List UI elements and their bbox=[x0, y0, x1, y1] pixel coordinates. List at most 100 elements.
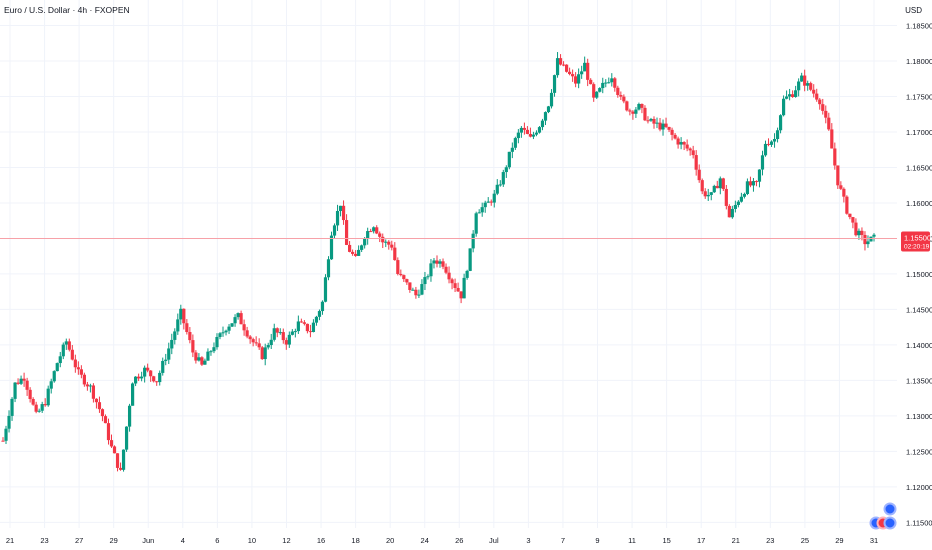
candle-body bbox=[574, 76, 578, 84]
candle-body bbox=[676, 138, 680, 145]
candle-body bbox=[664, 123, 668, 127]
candle-body bbox=[715, 185, 719, 189]
candle-body bbox=[851, 217, 855, 223]
candle-body bbox=[815, 93, 819, 100]
time-tick-label: 16 bbox=[317, 536, 325, 545]
candle-body bbox=[287, 334, 291, 345]
price-tick-label: 1.14000 bbox=[906, 341, 932, 350]
candle-body bbox=[372, 227, 376, 232]
price-axis[interactable]: 1.11500 1.12000 1.12500 1.13000 1.13500 1.140… bbox=[906, 22, 932, 528]
candle-body bbox=[628, 110, 632, 112]
candle-body bbox=[278, 332, 282, 334]
candle-body bbox=[821, 104, 825, 111]
candle-body bbox=[673, 134, 677, 139]
candle-body bbox=[134, 376, 138, 384]
candle-body bbox=[46, 388, 50, 406]
candle-body bbox=[700, 180, 704, 192]
candle-body bbox=[872, 234, 876, 237]
candle-body bbox=[766, 143, 771, 145]
candle-body bbox=[31, 399, 35, 405]
candle-body bbox=[697, 169, 701, 181]
candle-body bbox=[537, 127, 542, 133]
candle-body bbox=[326, 259, 331, 278]
event-markers[interactable] bbox=[869, 502, 897, 530]
candle-body bbox=[221, 332, 225, 334]
candle-body bbox=[739, 196, 743, 202]
candle-body bbox=[781, 98, 786, 116]
candle-body bbox=[525, 129, 530, 134]
candle-body bbox=[185, 323, 189, 333]
candle-body bbox=[561, 64, 566, 66]
candle-body bbox=[85, 384, 89, 387]
candle-body bbox=[408, 282, 412, 290]
candle-body bbox=[191, 340, 195, 353]
time-tick-label: 6 bbox=[215, 536, 219, 545]
candle-body bbox=[239, 313, 243, 325]
candle-body bbox=[625, 101, 629, 111]
candle-body bbox=[149, 370, 153, 377]
candle-body bbox=[679, 142, 683, 145]
candle-body bbox=[188, 332, 192, 341]
candle-body bbox=[109, 440, 114, 447]
candle-body bbox=[806, 83, 810, 86]
candle-body bbox=[694, 155, 698, 170]
candle-body bbox=[212, 347, 216, 352]
price-tick-label: 1.11500 bbox=[906, 518, 932, 527]
candle-body bbox=[589, 79, 593, 85]
candle-body bbox=[483, 202, 487, 208]
event-marker-icon[interactable] bbox=[883, 516, 897, 530]
candle-body bbox=[347, 244, 352, 252]
candle-body bbox=[613, 78, 617, 88]
candle-body bbox=[477, 212, 481, 214]
time-tick-label: 29 bbox=[110, 536, 118, 545]
candle-body bbox=[842, 188, 846, 197]
candle-body bbox=[592, 84, 596, 98]
candle-body bbox=[266, 345, 270, 348]
candle-body bbox=[10, 398, 14, 416]
candle-body bbox=[103, 416, 108, 424]
event-marker-icon[interactable] bbox=[883, 502, 897, 516]
candle-body bbox=[311, 322, 316, 333]
candle-body bbox=[435, 260, 439, 264]
time-tick-label: 24 bbox=[421, 536, 429, 545]
candle-body bbox=[784, 96, 789, 99]
time-tick-label: 21 bbox=[732, 536, 740, 545]
candle-body bbox=[73, 359, 77, 368]
candle-body bbox=[28, 389, 32, 400]
candle-body bbox=[860, 230, 864, 235]
candle-body bbox=[583, 62, 587, 72]
time-axis[interactable]: 21 23 27 29 Jun 4 6 10 12 16 18 20 24 26 Jul 3 7 9 11 15 17 2… bbox=[6, 536, 878, 545]
candle-body bbox=[788, 94, 792, 97]
candle-body bbox=[441, 261, 445, 267]
candle-body bbox=[468, 248, 472, 271]
candle-body bbox=[417, 294, 421, 296]
price-tick-label: 1.16500 bbox=[906, 163, 932, 172]
candle-body bbox=[236, 313, 240, 318]
candle-body bbox=[251, 339, 255, 343]
candle-body bbox=[778, 115, 783, 131]
time-tick-label: 27 bbox=[75, 536, 83, 545]
candle-body bbox=[152, 376, 156, 382]
time-tick-label: 12 bbox=[282, 536, 290, 545]
candle-body bbox=[332, 225, 337, 236]
price-tick-label: 1.15000 bbox=[906, 270, 932, 279]
candle-body bbox=[369, 231, 373, 233]
candle-body bbox=[568, 71, 572, 75]
candle-body bbox=[317, 311, 322, 317]
candle-body bbox=[411, 289, 415, 291]
candle-body bbox=[257, 343, 261, 348]
candle-body bbox=[161, 360, 165, 373]
candle-body bbox=[4, 428, 8, 441]
candle-body bbox=[49, 381, 53, 389]
candle-body bbox=[718, 178, 722, 189]
candle-body bbox=[167, 348, 171, 360]
time-tick-label: 11 bbox=[628, 536, 636, 545]
price-tick-label: 1.18000 bbox=[906, 57, 932, 66]
candle-body bbox=[115, 453, 120, 468]
time-tick-label: 23 bbox=[40, 536, 48, 545]
candle-body bbox=[857, 230, 861, 236]
currency-label[interactable]: USD bbox=[905, 6, 922, 15]
candle-body bbox=[387, 241, 391, 245]
candle-body bbox=[824, 110, 828, 118]
